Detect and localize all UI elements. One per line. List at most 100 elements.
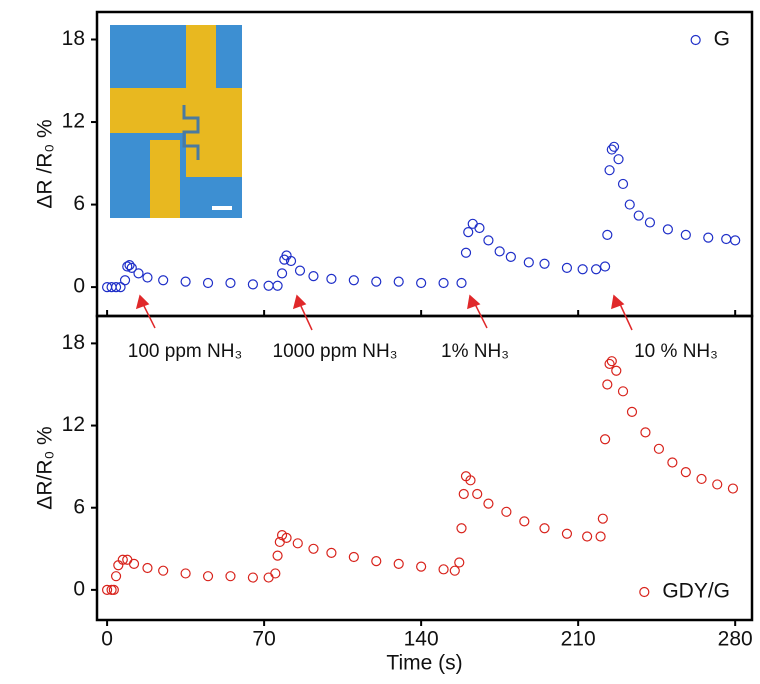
x-tick-label: 140	[404, 628, 439, 651]
annotation: 1000 ppm NH₃	[273, 341, 398, 362]
point	[599, 434, 611, 445]
point	[294, 265, 306, 276]
point	[122, 261, 133, 272]
point	[680, 229, 691, 240]
point	[110, 282, 122, 293]
point	[263, 572, 274, 583]
point	[158, 565, 169, 576]
point	[472, 488, 483, 500]
x-tick-label: 0	[101, 628, 113, 651]
point	[180, 568, 191, 579]
point	[247, 279, 258, 290]
point	[730, 235, 741, 246]
point	[703, 232, 714, 243]
point	[158, 275, 169, 286]
point	[626, 406, 638, 417]
point	[696, 473, 707, 485]
point	[416, 561, 427, 572]
point	[456, 277, 467, 289]
point	[467, 218, 478, 229]
point	[393, 276, 404, 287]
point	[561, 528, 573, 539]
point	[561, 262, 573, 273]
point	[438, 564, 449, 575]
point	[602, 379, 613, 390]
annotation: 10 % NH₃	[634, 341, 718, 362]
point	[721, 233, 732, 245]
point	[591, 264, 602, 275]
point	[371, 556, 382, 567]
point	[225, 277, 236, 289]
point	[501, 506, 512, 517]
point	[456, 523, 467, 534]
point	[416, 277, 427, 289]
point	[449, 565, 460, 576]
point	[604, 165, 615, 176]
arrows	[135, 294, 633, 331]
point	[180, 276, 191, 287]
point	[608, 141, 620, 152]
y-axis-label: ΔR /R₀ %	[34, 119, 57, 208]
point	[247, 572, 258, 583]
point	[483, 498, 494, 509]
panel: 0 6 12 18 ΔR /R₀ % G	[34, 10, 754, 318]
point	[611, 365, 622, 376]
point	[539, 258, 550, 269]
point	[523, 257, 534, 268]
point	[308, 271, 319, 282]
point	[653, 443, 665, 454]
point	[640, 427, 651, 438]
legend-marker	[690, 34, 701, 46]
x-tick-label: 210	[561, 628, 596, 651]
point	[202, 571, 214, 582]
x-axis-label: Time (s)	[386, 652, 462, 675]
y-tick-label: 0	[73, 577, 85, 600]
x-tick-label: 70	[252, 628, 275, 651]
point	[582, 531, 593, 542]
point	[465, 475, 476, 486]
point	[680, 467, 691, 478]
point	[606, 356, 617, 367]
point	[604, 358, 615, 370]
point	[644, 217, 656, 228]
point	[126, 262, 137, 273]
point	[202, 277, 214, 289]
y-tick-label: 0	[73, 275, 85, 298]
point	[276, 268, 288, 279]
point	[599, 261, 611, 272]
point	[285, 255, 297, 267]
point	[308, 543, 319, 554]
y-tick-label: 6	[73, 495, 85, 518]
point	[613, 154, 624, 165]
point	[494, 246, 505, 257]
point	[119, 275, 131, 286]
point	[272, 280, 283, 291]
point	[326, 273, 337, 284]
point	[270, 568, 281, 579]
legend-marker	[639, 586, 650, 598]
inset-micrograph	[110, 25, 242, 218]
point	[458, 488, 469, 500]
annotation: 1% NH₃	[441, 341, 509, 362]
x-tick-label: 280	[718, 628, 753, 651]
point	[142, 562, 153, 574]
point	[727, 483, 739, 494]
point	[617, 386, 629, 397]
point	[624, 199, 635, 210]
point	[292, 538, 303, 549]
point	[463, 226, 474, 238]
point	[110, 571, 122, 582]
point	[606, 144, 617, 155]
point	[348, 551, 359, 563]
point	[225, 571, 236, 582]
point	[595, 531, 606, 542]
legend-label: GDY/G	[662, 580, 730, 603]
point	[617, 178, 629, 190]
point	[597, 513, 608, 524]
point	[133, 268, 144, 279]
point	[348, 275, 359, 286]
point	[474, 222, 485, 234]
y-tick-label: 18	[62, 331, 85, 354]
y-axis-label: ΔR/R₀ %	[34, 426, 57, 509]
annotation: 100 ppm NH₃	[128, 341, 242, 362]
